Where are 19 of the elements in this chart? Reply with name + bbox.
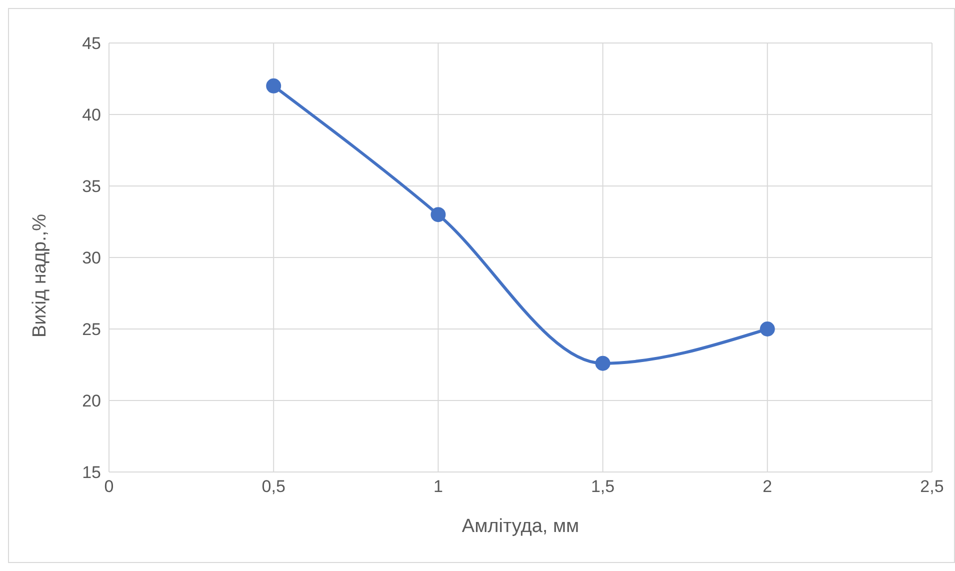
point (595, 356, 610, 371)
y-axis-title: Вихід надр.,% (30, 214, 51, 338)
y-tick-label: 25 (82, 320, 101, 340)
y-tick-label: 40 (82, 106, 101, 125)
point (266, 78, 282, 94)
x-tick-label: 1,5 (590, 477, 615, 496)
x-tick-label: 2,5 (920, 477, 944, 496)
y-tick-label: 15 (82, 463, 101, 482)
x-tick-label: 0,5 (262, 477, 286, 496)
y-tick-label: 30 (82, 248, 101, 268)
x-tick-label: 2 (762, 477, 772, 496)
y-tick-label: 35 (82, 177, 101, 196)
point (430, 207, 446, 222)
x-tick-label: 1 (433, 477, 443, 496)
y-tick-label: 20 (82, 392, 101, 411)
x-axis-title: Амлітуда, мм (462, 516, 580, 537)
x-tick-label: 0 (104, 477, 114, 496)
point (760, 322, 775, 336)
y-tick-label: 45 (82, 34, 101, 54)
